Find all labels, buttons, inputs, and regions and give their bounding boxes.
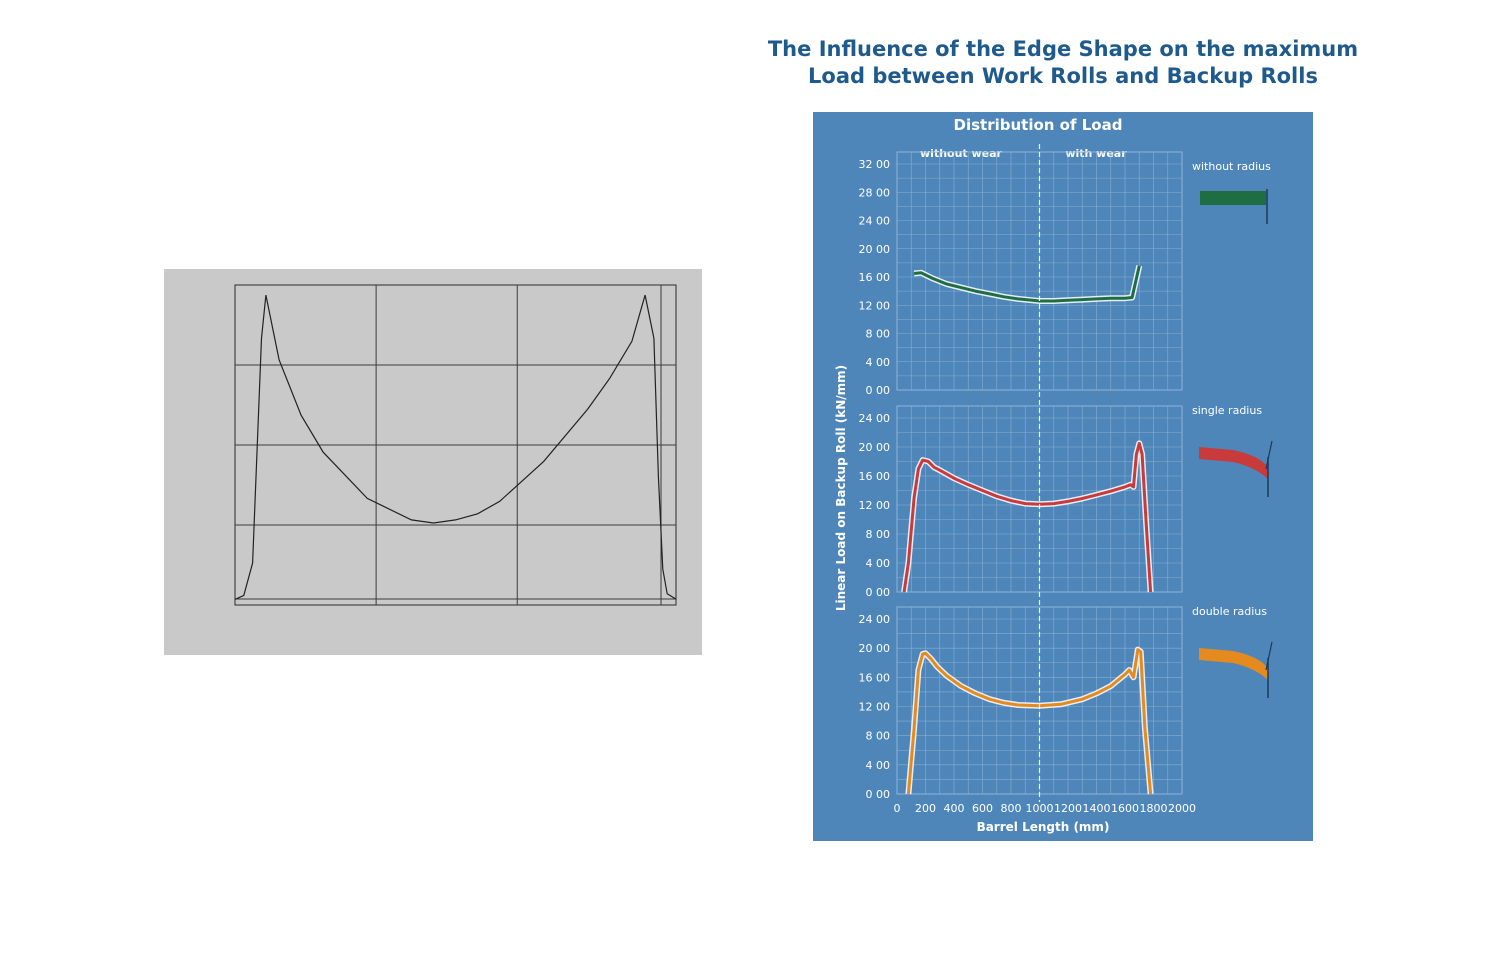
panel-1-legend-label: single radius (1192, 404, 1262, 417)
panel-2-ytick-2: 8 00 (866, 730, 891, 743)
legend-shape-0 (1200, 191, 1266, 205)
panel-1-ytick-3: 12 00 (859, 499, 891, 512)
panel-1-ytick-1: 4 00 (866, 557, 891, 570)
panel-2-ytick-1: 4 00 (866, 759, 891, 772)
legend-shape-2-tick (1265, 641, 1273, 671)
panel-1-line (902, 441, 1153, 593)
panel-0-legend-label: without radius (1192, 160, 1271, 173)
panel-1-ytick-4: 16 00 (859, 470, 891, 483)
left-series-line-0 (234, 294, 677, 600)
legend-shape-1 (1199, 447, 1268, 479)
panel-0-ytick-5: 20 00 (859, 243, 891, 256)
xtick-9: 1800 (1140, 802, 1168, 815)
xtick-1: 200 (915, 802, 936, 815)
xtick-6: 1200 (1054, 802, 1082, 815)
legend-shape-1-tick (1265, 440, 1273, 470)
xtick-8: 1600 (1111, 802, 1139, 815)
xtick-2: 400 (944, 802, 965, 815)
section-label-without-wear: without wear (920, 147, 1003, 160)
panel-0-ytick-6: 24 00 (859, 215, 891, 228)
left-chart-svg (164, 269, 702, 655)
panel-2-legend-label: double radius (1192, 605, 1267, 618)
panel-0-ytick-1: 4 00 (866, 356, 891, 369)
xtick-5: 1000 (1026, 802, 1054, 815)
right-chart: Distribution of Load without wear with wea… (813, 112, 1313, 841)
panel-0-ytick-8: 32 00 (859, 158, 891, 171)
xtick-3: 600 (972, 802, 993, 815)
y-axis-label: Linear Load on Backup Roll (kN/mm) (834, 365, 848, 611)
legend-shape-2 (1199, 648, 1268, 680)
x-axis-label: Barrel Length (mm) (977, 820, 1110, 834)
xtick-10: 2000 (1168, 802, 1196, 815)
main-title-line-1: The Influence of the Edge Shape on the m… (767, 37, 1359, 61)
panel-1-ytick-0: 0 00 (866, 586, 891, 599)
panel-0-ytick-0: 0 00 (866, 384, 891, 397)
panel-2-ytick-3: 12 00 (859, 701, 891, 714)
xtick-7: 1400 (1083, 802, 1111, 815)
left-chart (164, 269, 702, 655)
panel-1-ytick-2: 8 00 (866, 528, 891, 541)
panel-2-ytick-6: 24 00 (859, 613, 891, 626)
panel-0-ytick-7: 28 00 (859, 186, 891, 199)
panel-2-ytick-0: 0 00 (866, 788, 891, 801)
panel-0-line (913, 265, 1141, 303)
panel-1-ytick-5: 20 00 (859, 441, 891, 454)
xtick-4: 800 (1001, 802, 1022, 815)
chart-title: Distribution of Load (954, 116, 1123, 134)
main-title: The Influence of the Edge Shape on the m… (763, 36, 1363, 90)
panel-0-ytick-4: 16 00 (859, 271, 891, 284)
left-chart-background (164, 269, 702, 655)
right-chart-background (813, 112, 1313, 841)
panel-2-ytick-5: 20 00 (859, 642, 891, 655)
main-title-line-2: Load between Work Rolls and Backup Rolls (808, 64, 1318, 88)
panel-0-ytick-3: 12 00 (859, 299, 891, 312)
panel-2-ytick-4: 16 00 (859, 671, 891, 684)
panel-2-line (906, 648, 1153, 795)
panel-1-ytick-6: 24 00 (859, 412, 891, 425)
panel-0-ytick-2: 8 00 (866, 328, 891, 341)
xtick-0: 0 (894, 802, 901, 815)
